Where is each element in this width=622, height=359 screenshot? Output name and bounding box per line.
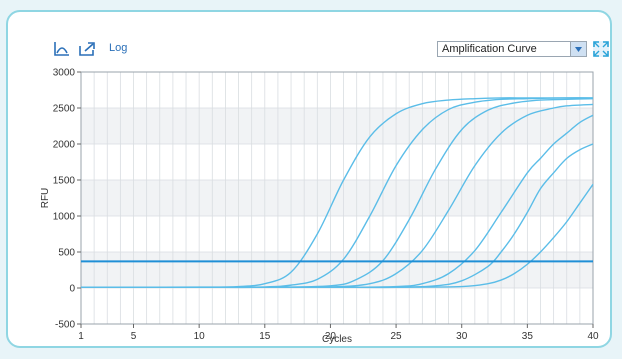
view-select-value: Amplification Curve (442, 43, 537, 55)
log-scale-button[interactable]: Log (109, 42, 128, 54)
y-tick-label: -500 (55, 320, 75, 331)
view-select[interactable]: Amplification Curve (437, 41, 587, 57)
chart-toolbar: Log Amplification Curve (8, 12, 610, 57)
y-tick-label: 2500 (53, 104, 76, 115)
grid-band (81, 288, 593, 324)
x-tick-label: 20 (325, 331, 337, 342)
amplification-panel: Log Amplification Curve -500 0 500 1000 1500… (6, 10, 612, 348)
grid-band (81, 144, 593, 180)
x-tick-label: 1 (78, 331, 84, 342)
grid-band (81, 216, 593, 252)
amplification-curve (81, 183, 594, 289)
x-tick-label: 5 (131, 331, 137, 342)
grid-band (81, 252, 593, 288)
y-tick-label: 2000 (53, 140, 76, 151)
x-axis-label: Cycles (322, 334, 352, 345)
x-tick-label: 35 (522, 331, 534, 342)
grid-band (81, 72, 593, 108)
y-tick-label: 500 (58, 248, 75, 259)
chart-style-icon[interactable] (52, 40, 72, 58)
plot-area-border (80, 71, 594, 325)
y-tick-label: 1000 (53, 212, 76, 223)
export-icon[interactable] (78, 40, 98, 58)
y-tick-label: 1500 (53, 176, 76, 187)
y-axis-label: RFU (40, 188, 51, 209)
x-tick-label: 25 (391, 331, 403, 342)
y-tick-label: 0 (69, 284, 75, 295)
x-tick-label: 15 (259, 331, 271, 342)
y-tick-label: 3000 (53, 68, 76, 79)
x-tick-label: 30 (456, 331, 468, 342)
series-layer (80, 97, 594, 289)
grid-band (81, 108, 593, 144)
chart-grid (80, 71, 594, 325)
chevron-down-icon[interactable] (570, 42, 586, 56)
fullscreen-icon[interactable] (592, 40, 610, 58)
grid-band (81, 180, 593, 216)
x-tick-label: 40 (587, 331, 599, 342)
x-tick-label: 10 (194, 331, 206, 342)
